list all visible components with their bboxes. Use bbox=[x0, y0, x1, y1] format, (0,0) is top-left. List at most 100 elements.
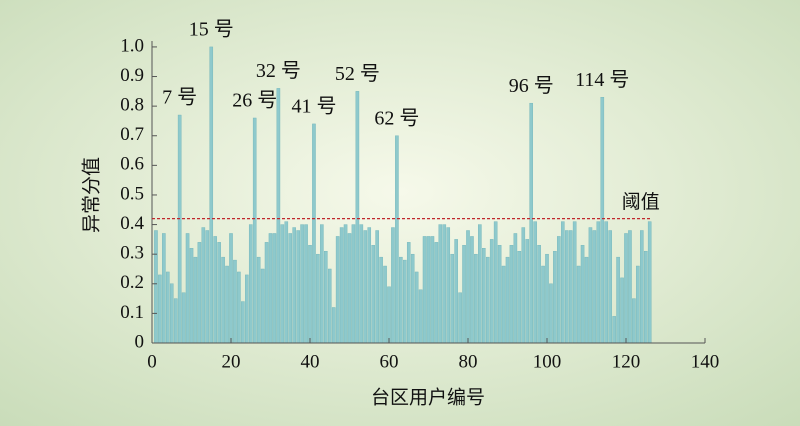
bar bbox=[292, 227, 296, 344]
bar bbox=[521, 227, 526, 344]
bar bbox=[643, 251, 648, 344]
bar bbox=[517, 251, 522, 344]
bar bbox=[497, 245, 502, 344]
bar bbox=[264, 242, 269, 344]
bar bbox=[592, 230, 597, 344]
bar bbox=[320, 224, 324, 344]
bar bbox=[245, 274, 249, 344]
x-tick-label: 120 bbox=[612, 351, 641, 372]
bar bbox=[414, 271, 419, 344]
bar bbox=[300, 224, 304, 344]
bar bbox=[478, 224, 482, 344]
bar bbox=[331, 307, 336, 344]
y-tick-label: 0 bbox=[135, 331, 145, 352]
bar bbox=[442, 224, 447, 344]
x-tick-label: 20 bbox=[222, 351, 241, 372]
bar bbox=[576, 265, 581, 344]
bar bbox=[213, 236, 217, 344]
bar bbox=[561, 221, 565, 344]
bar bbox=[343, 224, 348, 344]
annotation: 52 号 bbox=[335, 63, 380, 85]
bar bbox=[501, 265, 506, 344]
bar bbox=[154, 230, 158, 344]
bar bbox=[335, 236, 340, 344]
bar bbox=[584, 256, 589, 344]
bar bbox=[636, 265, 640, 344]
bar bbox=[312, 123, 316, 344]
bar bbox=[371, 245, 375, 344]
bar bbox=[596, 221, 601, 344]
y-tick-label: 0.8 bbox=[120, 94, 144, 115]
y-axis-label: 异常分值 bbox=[81, 157, 103, 233]
bar bbox=[248, 224, 253, 344]
bar bbox=[225, 265, 229, 344]
x-tick-label: 0 bbox=[147, 351, 157, 372]
annotation: 96 号 bbox=[509, 75, 554, 97]
bar bbox=[640, 230, 644, 344]
bar bbox=[489, 239, 494, 344]
bar bbox=[280, 224, 285, 344]
bar bbox=[209, 46, 214, 344]
bar bbox=[616, 256, 620, 344]
bar bbox=[205, 230, 210, 344]
bar bbox=[355, 91, 360, 344]
bar bbox=[217, 242, 221, 344]
bar bbox=[347, 233, 352, 344]
bar bbox=[572, 221, 577, 344]
bar bbox=[446, 227, 451, 344]
bar bbox=[580, 245, 585, 344]
bar bbox=[537, 245, 541, 344]
bar bbox=[351, 224, 356, 344]
bar bbox=[288, 233, 293, 344]
bar bbox=[387, 286, 391, 344]
bar bbox=[316, 253, 320, 344]
bar bbox=[509, 245, 514, 344]
bar bbox=[324, 251, 328, 344]
x-tick-label: 80 bbox=[459, 351, 478, 372]
bar bbox=[438, 224, 443, 344]
x-tick-label: 40 bbox=[301, 351, 320, 372]
bar bbox=[268, 233, 273, 344]
bar bbox=[403, 259, 407, 344]
annotation: 32 号 bbox=[256, 60, 301, 82]
bar bbox=[612, 316, 616, 344]
bar bbox=[545, 253, 549, 344]
bar bbox=[604, 221, 609, 344]
bar bbox=[430, 236, 435, 344]
bar bbox=[485, 256, 490, 344]
bar bbox=[189, 248, 194, 344]
bar bbox=[418, 289, 423, 344]
bar bbox=[462, 245, 466, 344]
annotation: 62 号 bbox=[374, 107, 419, 129]
bar bbox=[470, 236, 474, 344]
bar bbox=[541, 265, 545, 344]
bar bbox=[173, 298, 178, 344]
bar bbox=[181, 292, 186, 344]
bar bbox=[564, 230, 569, 344]
bar bbox=[169, 283, 174, 344]
bar bbox=[434, 242, 439, 344]
bar bbox=[505, 256, 510, 344]
bar bbox=[406, 242, 411, 344]
bar bbox=[557, 236, 561, 344]
bar bbox=[193, 256, 198, 344]
bar bbox=[422, 236, 427, 344]
bar bbox=[549, 283, 553, 344]
bar bbox=[628, 230, 632, 344]
bar bbox=[450, 253, 454, 344]
bar bbox=[229, 233, 233, 344]
bar bbox=[237, 271, 241, 344]
bar bbox=[553, 251, 557, 344]
bar bbox=[568, 230, 573, 344]
y-tick-label: 1.0 bbox=[120, 35, 144, 56]
bar bbox=[410, 253, 415, 344]
bar bbox=[493, 221, 498, 344]
bar bbox=[260, 268, 265, 344]
bar bbox=[201, 227, 206, 344]
bar bbox=[454, 239, 458, 344]
bar bbox=[379, 256, 383, 344]
bar bbox=[252, 117, 257, 344]
bar bbox=[233, 259, 237, 344]
